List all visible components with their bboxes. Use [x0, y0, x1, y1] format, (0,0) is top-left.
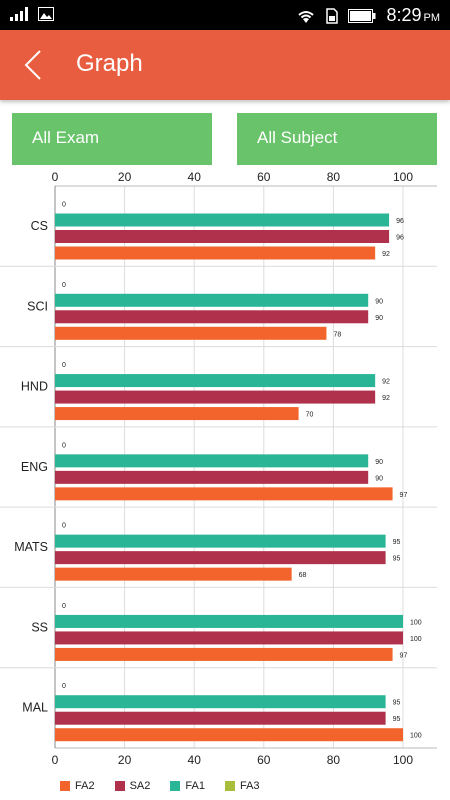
battery-icon [348, 8, 376, 23]
time-ampm: PM [423, 12, 441, 24]
data-label: 90 [375, 475, 383, 482]
data-label: 90 [375, 298, 383, 305]
time-value: 8:29 [386, 5, 422, 25]
data-label: 0 [62, 683, 66, 690]
category-label: SS [31, 620, 48, 634]
category-label: ENG [21, 460, 48, 474]
bar-fa2 [55, 326, 327, 340]
category-label: SCI [27, 299, 48, 313]
x-tick-label-bottom: 100 [393, 753, 413, 767]
legend-label: FA2 [75, 780, 95, 792]
legend-item: FA1 [170, 780, 205, 792]
app-bar: Graph [0, 30, 450, 100]
x-tick-label-bottom: 80 [327, 753, 341, 767]
x-tick-label-bottom: 0 [52, 753, 59, 767]
x-tick-label-top: 60 [257, 170, 271, 184]
legend-item: FA2 [60, 780, 95, 792]
legend-item: FA3 [224, 780, 260, 792]
wifi-icon [298, 10, 315, 23]
category-label: HND [21, 380, 48, 394]
data-label: 0 [62, 523, 66, 530]
signal-icon [10, 7, 28, 21]
x-tick-label-bottom: 20 [118, 753, 132, 767]
data-label: 0 [62, 362, 66, 369]
data-label: 95 [393, 556, 401, 563]
data-label: 68 [299, 572, 307, 579]
bar-sa2 [55, 390, 376, 404]
legend-item: SA2 [114, 780, 151, 792]
bar-fa1 [55, 614, 403, 628]
back-arrow-icon[interactable] [20, 48, 50, 82]
bar-fa1 [55, 213, 390, 227]
data-label: 96 [396, 235, 404, 242]
category-label: MATS [14, 540, 48, 554]
legend-label: FA3 [239, 780, 260, 792]
x-tick-label-top: 0 [52, 170, 59, 184]
bar-fa2 [55, 567, 292, 581]
legend-label: FA1 [185, 780, 205, 792]
bar-sa2 [55, 230, 390, 243]
image-icon [38, 7, 54, 21]
sim-icon [326, 7, 339, 24]
data-label: 92 [382, 251, 390, 258]
legend-label: SA2 [129, 780, 151, 792]
data-label: 78 [333, 331, 341, 338]
chart-legend: FA2 SA2 FA1 FA3 [60, 780, 260, 792]
subject-filter-button[interactable]: All Subject [237, 113, 437, 165]
data-label: 95 [393, 716, 401, 723]
data-label: 100 [410, 733, 422, 740]
bar-fa1 [55, 695, 386, 709]
bar-fa2 [55, 407, 299, 421]
data-label: 70 [306, 412, 314, 419]
bar-fa2 [55, 487, 393, 501]
bar-sa2 [55, 631, 403, 645]
x-tick-label-bottom: 60 [257, 753, 271, 767]
data-label: 90 [375, 459, 383, 466]
data-label: 95 [393, 539, 401, 546]
x-tick-label-top: 20 [118, 170, 132, 184]
bar-fa2 [55, 246, 376, 260]
data-label: 100 [410, 636, 422, 643]
data-label: 95 [393, 700, 401, 707]
legend-swatch [224, 781, 235, 791]
data-label: 96 [396, 218, 404, 225]
data-label: 90 [375, 315, 383, 322]
bar-fa1 [55, 374, 376, 388]
bar-chart: 0 0 20 20 40 40 60 60 80 80 100 100 CS 0 96 96 92 SCI 0 90 9… [0, 170, 437, 767]
x-tick-label-top: 100 [393, 170, 413, 184]
data-label: 100 [410, 619, 422, 626]
category-label: CS [31, 219, 48, 233]
status-bar: 8:29 PM [0, 0, 450, 30]
data-label: 0 [62, 202, 66, 209]
exam-filter-button[interactable]: All Exam [12, 113, 212, 165]
x-tick-label-top: 40 [188, 170, 202, 184]
legend-swatch [170, 781, 181, 791]
bar-fa1 [55, 454, 369, 468]
data-label: 0 [62, 603, 66, 610]
category-label: MAL [22, 701, 48, 715]
page-title: Graph [76, 50, 143, 77]
data-label: 92 [382, 395, 390, 402]
data-label: 92 [382, 379, 390, 386]
data-label: 97 [400, 492, 408, 499]
bar-fa2 [55, 647, 393, 661]
x-tick-label-top: 80 [327, 170, 341, 184]
bar-sa2 [55, 711, 386, 725]
data-label: 0 [62, 282, 66, 289]
bar-sa2 [55, 551, 386, 565]
data-label: 0 [62, 442, 66, 449]
legend-swatch [114, 781, 125, 791]
x-tick-label-bottom: 40 [188, 753, 202, 767]
bar-sa2 [55, 470, 369, 484]
status-time: 8:29 PM [386, 5, 440, 26]
bar-sa2 [55, 310, 369, 324]
bar-fa1 [55, 534, 386, 548]
bar-fa1 [55, 293, 369, 307]
legend-swatch [60, 781, 70, 791]
data-label: 97 [400, 652, 408, 659]
bar-fa2 [55, 728, 403, 742]
